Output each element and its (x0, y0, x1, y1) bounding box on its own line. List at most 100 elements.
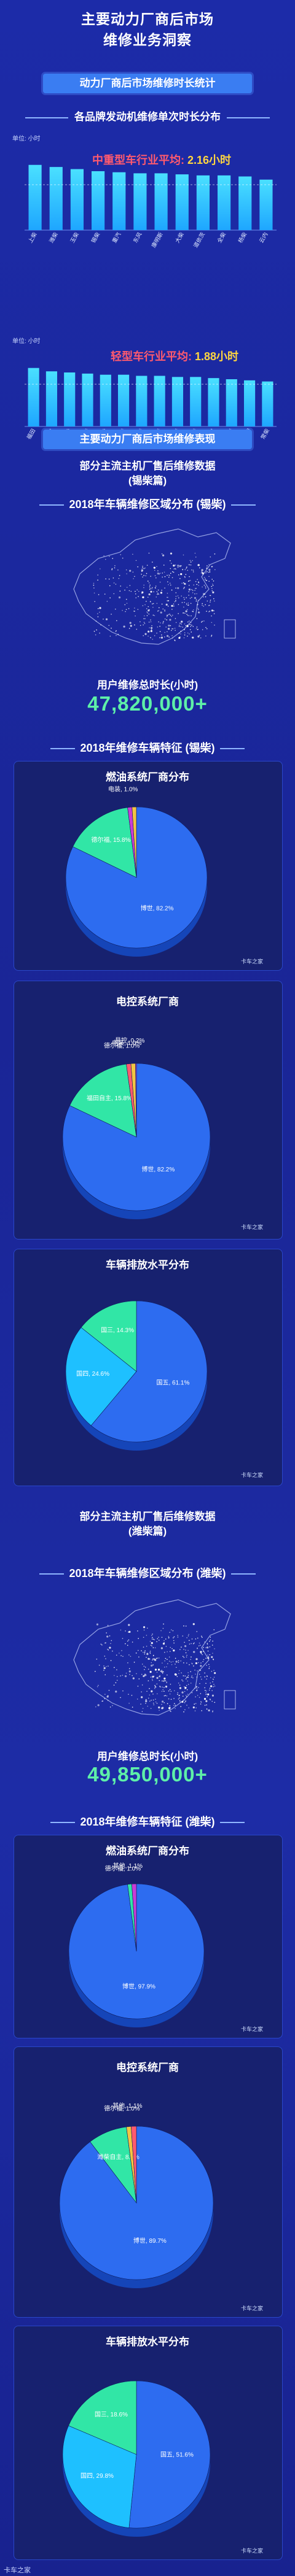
map-dot (214, 1672, 216, 1675)
map-dot (144, 1669, 145, 1670)
map-dot (174, 628, 176, 629)
pie-title: 燃油系统厂商分布 (106, 1845, 189, 1857)
map-dot (177, 1694, 178, 1695)
xichai-subtitle: 部分主流主机厂售后维修数据 (锡柴篇) (0, 459, 295, 488)
map-dot (212, 1640, 213, 1642)
map-dot (203, 1647, 204, 1648)
map-dot (97, 1704, 100, 1706)
tick-label: 重汽 (111, 231, 122, 244)
map-dot (213, 610, 214, 612)
map-dot (96, 629, 97, 631)
map-dot (188, 591, 190, 593)
map-dot (190, 564, 192, 566)
tick-label: 道依茨 (192, 231, 206, 249)
map-dot (214, 569, 216, 571)
map-dot (165, 1638, 167, 1640)
map-dot (197, 1648, 198, 1649)
map-dot (170, 1661, 172, 1663)
map-dot (213, 613, 215, 614)
map-dot (175, 600, 176, 602)
map-dot (212, 1711, 213, 1713)
map-dot (130, 590, 132, 592)
map-dot (122, 1656, 124, 1657)
map-dot (100, 568, 101, 569)
map-dot (201, 1678, 202, 1680)
map-dot (167, 581, 168, 582)
map-dot (115, 1682, 117, 1683)
section-title-repair-duration: 动力厂商后市场维修时长统计 (43, 74, 252, 93)
map-dot (167, 628, 170, 630)
map-dot (188, 580, 190, 582)
map-dot (202, 586, 203, 588)
map-dot (192, 590, 194, 592)
map-dot (189, 1664, 190, 1665)
xichai-subtitle-line1: 部分主流主机厂售后维修数据 (79, 460, 216, 472)
map-dot (201, 1710, 202, 1711)
map-dot (206, 1693, 207, 1695)
map-dot (99, 607, 101, 609)
map-dot (154, 575, 156, 576)
map-dot (143, 624, 144, 626)
map-dot (181, 1679, 183, 1681)
map-dot (175, 1667, 177, 1668)
map-dot (196, 618, 198, 619)
map-dot (161, 1707, 163, 1710)
map-dot (213, 1684, 214, 1685)
map-dot (202, 604, 203, 606)
map-dot (185, 1695, 187, 1696)
map-dot (119, 590, 121, 592)
map-dot (211, 615, 212, 617)
map-dot (173, 568, 175, 570)
map-dot (184, 1641, 185, 1643)
map-dot (198, 600, 199, 601)
map-dot (206, 1696, 208, 1697)
map-dot (128, 1630, 131, 1633)
map-dot (146, 1646, 148, 1647)
map-dot (152, 1659, 153, 1660)
map-dot (124, 589, 125, 591)
map-dot (197, 609, 199, 611)
map-dot (148, 1697, 149, 1699)
map-dot (179, 1684, 181, 1686)
pie-label-电装: 电装, 1.0% (112, 1039, 141, 1047)
map-dot (156, 1672, 158, 1673)
map-dot (196, 1676, 198, 1678)
map-dot (104, 558, 106, 560)
map-outline (73, 1599, 231, 1716)
map-dot (182, 1695, 184, 1697)
map-dot (186, 1689, 188, 1691)
map-dot (173, 1636, 175, 1638)
map-dot (183, 588, 184, 590)
map-dot (111, 569, 112, 571)
map-dot (103, 1670, 104, 1671)
map-dot (204, 1676, 206, 1678)
map-dot (104, 1694, 106, 1695)
map-dot (149, 588, 151, 590)
map-dot (187, 1694, 189, 1695)
map-dot (194, 1710, 196, 1711)
map-dot (160, 1647, 163, 1649)
map-dot (197, 1670, 198, 1672)
map-dot (116, 620, 117, 622)
map-dot (145, 575, 147, 577)
pie-label-国三: 国三, 18.6% (95, 2411, 128, 2418)
map-dot (130, 625, 132, 627)
map-dot (212, 1710, 213, 1712)
map-dot (164, 631, 165, 633)
map-dot (193, 584, 195, 586)
map-dot (157, 589, 159, 591)
map-dot (161, 1691, 163, 1692)
map-dot (141, 569, 143, 572)
map-dot (170, 1646, 171, 1648)
map-dot (151, 625, 152, 627)
map-outline (73, 528, 231, 645)
map-dot (171, 628, 173, 630)
map-dot (175, 598, 176, 600)
map-dot (186, 597, 187, 598)
map-dot (188, 588, 191, 591)
map-dot (122, 1638, 124, 1640)
map-dot (114, 565, 116, 566)
map-dot (164, 610, 165, 612)
map-dot (184, 1709, 186, 1711)
